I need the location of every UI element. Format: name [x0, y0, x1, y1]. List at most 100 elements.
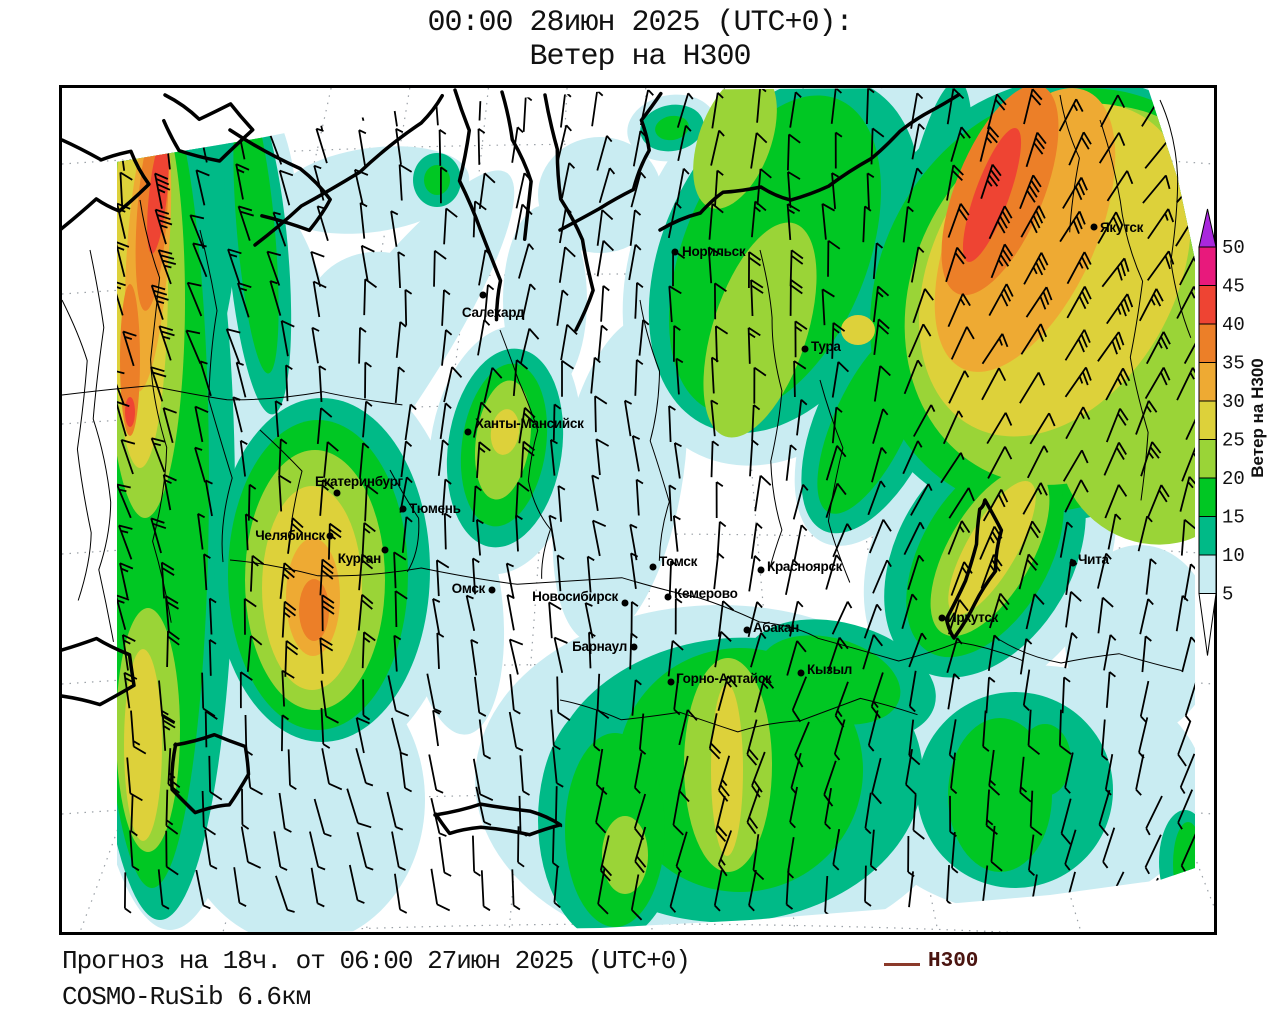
wind-barb	[362, 400, 373, 438]
wind-barb	[1068, 131, 1092, 166]
city-marker	[479, 291, 487, 299]
city-marker	[1090, 223, 1098, 231]
wind-barb	[596, 209, 614, 246]
wind-barb	[872, 285, 890, 323]
wind-barb	[1144, 367, 1171, 400]
city-Екатеринбург: Екатеринбург	[315, 474, 404, 497]
wind-barb	[980, 554, 1003, 589]
wind-barb	[279, 562, 296, 599]
wind-barb	[281, 669, 295, 707]
wind-barb	[714, 282, 727, 320]
wind-barb	[441, 289, 451, 326]
city-Абакан: Абакан	[743, 620, 799, 635]
wind-barb	[512, 359, 529, 396]
wind-barb	[241, 788, 250, 830]
wind-barb	[632, 130, 647, 167]
wind-barb	[315, 127, 328, 164]
wind-barb	[831, 406, 843, 444]
wind-barb	[285, 364, 293, 402]
wind-barb	[120, 439, 136, 475]
wind-barb	[1066, 251, 1092, 285]
wind-barb	[318, 365, 327, 402]
wind-barb	[947, 520, 971, 555]
wind-barb	[862, 634, 884, 670]
wind-barb	[631, 435, 640, 472]
wind-barb	[439, 402, 452, 440]
city-label: Кызыл	[807, 662, 852, 677]
wind-barb	[150, 437, 166, 473]
city-Тюмень: Тюмень	[399, 501, 461, 516]
wind-barb	[1022, 669, 1031, 712]
wind-barb	[119, 171, 133, 209]
wind-barb	[559, 206, 572, 244]
wind-barb	[640, 89, 654, 126]
wind-barb	[907, 167, 923, 204]
wind-barb	[948, 599, 969, 635]
wind-barb	[394, 590, 408, 628]
wind-barb	[710, 440, 720, 478]
wind-barb	[519, 755, 530, 796]
wind-barb	[1064, 752, 1074, 794]
wind-barb	[1135, 400, 1158, 435]
city-Якутск: Якутск	[1090, 220, 1144, 235]
city-Челябинск: Челябинск	[255, 528, 334, 543]
wind-barb	[600, 285, 610, 322]
wind-barb	[791, 676, 808, 723]
wind-barb	[472, 200, 487, 238]
wind-barb	[1027, 709, 1041, 756]
colorbar-tick-label: 15	[1222, 507, 1245, 529]
city-Курган: Курган	[338, 546, 389, 566]
wind-barb	[319, 637, 334, 674]
wind-barb	[233, 867, 247, 908]
city-label: Ханты-Мансийск	[475, 416, 584, 431]
wind-barb	[1142, 174, 1171, 204]
wind-barb	[1139, 680, 1150, 723]
wind-barb	[244, 714, 253, 756]
wind-barb	[1177, 789, 1194, 830]
city-label: Якутск	[1100, 220, 1144, 235]
wind-barb	[478, 172, 496, 210]
wind-barb	[988, 283, 1014, 317]
wind-barb	[872, 242, 884, 279]
wind-barb	[753, 366, 767, 404]
wind-barb	[354, 168, 369, 205]
wind-barb	[310, 867, 325, 908]
wind-barb	[591, 89, 604, 127]
wind-barb	[592, 519, 607, 557]
wind-barb	[711, 92, 724, 129]
city-marker	[399, 505, 407, 513]
city-marker	[801, 345, 809, 353]
wind-barb	[117, 400, 130, 437]
wind-barb	[162, 407, 177, 444]
wind-barb	[1181, 447, 1195, 482]
wind-barb	[1019, 174, 1042, 210]
wind-barb	[908, 670, 917, 713]
wind-barb	[754, 677, 775, 713]
wind-barb	[505, 562, 515, 599]
wind-barb	[748, 251, 762, 289]
wind-barb	[118, 524, 133, 560]
city-label: Челябинск	[255, 528, 325, 543]
wind-barb	[400, 440, 413, 478]
wind-barb	[548, 601, 562, 639]
wind-barb	[284, 640, 299, 677]
wind-barb	[150, 517, 167, 554]
wind-barb	[428, 754, 444, 794]
wind-barb	[1135, 754, 1145, 796]
wind-barb	[556, 676, 571, 721]
wind-barb	[401, 516, 413, 553]
wind-barb	[980, 163, 1002, 199]
wind-barb	[1137, 515, 1153, 552]
wind-barb	[902, 440, 923, 475]
wind-barb	[509, 674, 521, 715]
wind-barb	[358, 553, 374, 591]
wind-barb	[269, 280, 282, 316]
wind-barb	[1029, 790, 1043, 836]
wind-barb	[552, 403, 562, 441]
model-info: COSMO-RuSib 6.6км	[62, 982, 311, 1012]
wind-barb	[227, 248, 242, 284]
wind-barb	[1183, 331, 1195, 365]
wind-barb	[1020, 205, 1046, 238]
wind-barb	[123, 671, 138, 709]
city-Кызыл: Кызыл	[797, 662, 852, 677]
